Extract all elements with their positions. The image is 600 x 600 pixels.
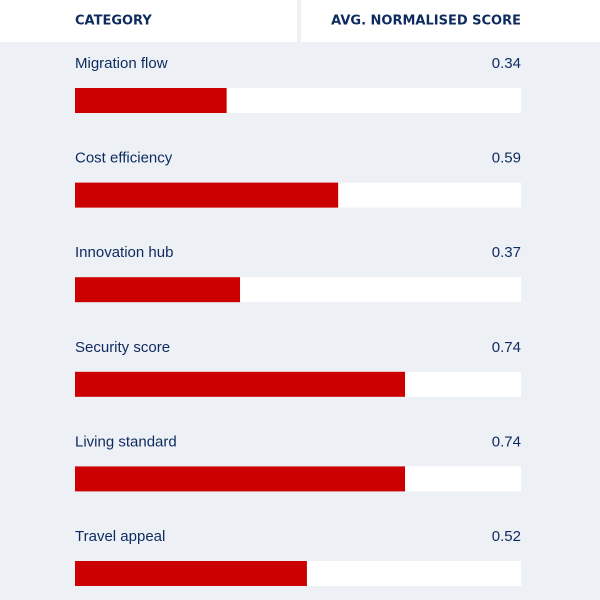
category-label: Cost efficiency — [75, 150, 173, 167]
category-label: Innovation hub — [75, 244, 173, 261]
bar — [75, 88, 227, 113]
column-header: CATEGORY — [75, 14, 152, 29]
category-label: Migration flow — [75, 55, 168, 72]
bar — [75, 371, 406, 397]
bar — [75, 277, 241, 303]
column-header: AVG. NORMALISED SCORE — [331, 14, 521, 29]
category-label: Travel appeal — [75, 528, 165, 545]
value-label: 0.59 — [492, 150, 521, 167]
value-label: 0.34 — [492, 55, 521, 72]
bar — [75, 182, 339, 208]
value-label: 0.37 — [492, 244, 521, 261]
value-label: 0.74 — [492, 433, 521, 450]
value-label: 0.52 — [492, 528, 521, 545]
bar — [75, 561, 307, 586]
category-label: Security score — [75, 339, 170, 356]
category-label: Living standard — [75, 433, 177, 450]
header-divider — [297, 0, 301, 42]
bar — [75, 466, 406, 492]
value-label: 0.74 — [492, 339, 521, 356]
